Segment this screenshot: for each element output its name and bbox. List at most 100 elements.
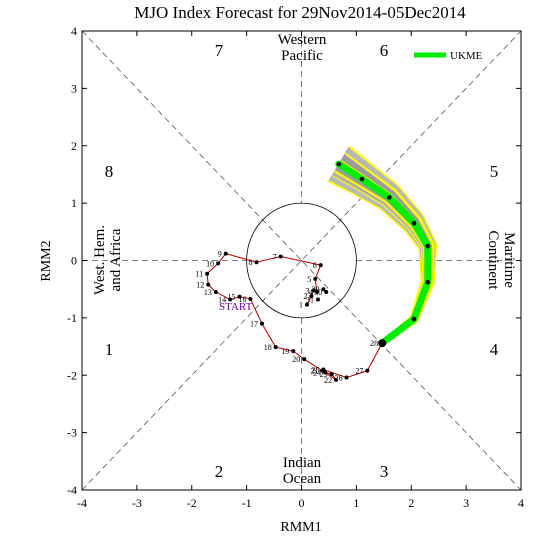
phase-number-1: 1 — [105, 340, 114, 359]
observed-day-label: 13 — [204, 288, 212, 297]
region-western-pacific-line2: Pacific — [281, 48, 323, 64]
observed-point — [365, 368, 370, 373]
observed-day-label: 18 — [264, 343, 272, 352]
x-tick-label: 1 — [353, 496, 359, 510]
observed-day-label: 1 — [299, 301, 303, 310]
observed-day-label: 10 — [206, 259, 214, 268]
observed-day-label: 23 — [320, 370, 328, 379]
phase-labels: 7 6 8 5 1 4 2 3 — [105, 41, 499, 481]
observed-day-label: 19 — [281, 347, 289, 356]
x-axis-label: RMM1 — [280, 520, 321, 535]
observed-point — [216, 261, 221, 266]
y-tick-label: 2 — [71, 139, 77, 153]
forecast-point — [411, 316, 417, 322]
forecast-point — [411, 220, 417, 226]
observed-day-label: 11 — [195, 270, 203, 279]
y-tick-label: 0 — [71, 254, 77, 268]
region-indian-ocean-line2: Ocean — [283, 471, 322, 487]
ensemble-member-line — [328, 180, 422, 343]
observed-point — [228, 297, 233, 302]
observed-day-label: 16 — [238, 295, 246, 304]
observed-day-label: 20 — [292, 355, 300, 364]
observed-point — [314, 290, 319, 295]
y-tick-label: 4 — [71, 24, 77, 38]
forecast-point — [336, 161, 342, 167]
observed-point — [205, 271, 210, 276]
observed-point — [334, 377, 339, 382]
region-west-hem-line2: and Africa — [108, 228, 124, 291]
y-tick-label: -3 — [67, 426, 77, 440]
observed-day-label: 15 — [227, 293, 235, 302]
phase-number-5: 5 — [490, 162, 499, 181]
observed-point — [321, 287, 326, 292]
unit-circle — [246, 202, 357, 319]
x-tick-label: 0 — [299, 496, 305, 510]
observed-day-label: 12 — [196, 281, 204, 290]
observed-point — [311, 288, 316, 293]
observed-day-label: 22 — [324, 376, 332, 385]
observed-day-label: 6 — [313, 261, 317, 270]
y-tick-label: 3 — [71, 81, 77, 95]
region-west-hem-line1: West. Hem. — [92, 225, 108, 295]
observed-point — [291, 349, 296, 354]
observed-point — [313, 276, 318, 281]
observed-point — [344, 375, 349, 380]
observed-day-label: 25 — [311, 366, 319, 375]
forecast-point — [387, 195, 392, 200]
phase-number-3: 3 — [380, 462, 389, 481]
x-tick-label: -3 — [132, 496, 142, 510]
x-tick-label: 3 — [463, 496, 469, 510]
phase-number-2: 2 — [215, 462, 224, 481]
observed-point — [329, 372, 334, 377]
observed-point — [206, 282, 211, 287]
x-tick-label: -1 — [242, 496, 252, 510]
observed-day-label: 7 — [273, 252, 277, 261]
region-labels: Western Pacific Indian Ocean Maritime Co… — [92, 32, 517, 487]
diagonal-divider — [81, 30, 522, 491]
observed-day-label: 28 — [370, 339, 378, 348]
observed-day-label: 21 — [310, 367, 318, 376]
forecast-point — [425, 280, 431, 285]
observed-point — [213, 290, 218, 295]
x-tick-label: -2 — [187, 496, 197, 510]
observed-day-label: 26 — [334, 374, 342, 383]
region-indian-ocean-line1: Indian — [283, 455, 322, 471]
observed-point — [304, 302, 309, 307]
observed-point — [321, 367, 326, 372]
observed-point — [378, 339, 387, 348]
observed-day-label: 5 — [307, 275, 311, 284]
observed-day-label: 29 — [311, 285, 319, 294]
observed-point — [309, 294, 314, 299]
observed-day-label: 8 — [249, 258, 253, 267]
y-axis-label: RMM2 — [39, 240, 54, 281]
legend-ukme-label: UKME — [450, 50, 483, 62]
y-tick-label: 1 — [71, 196, 77, 210]
observed-point — [259, 321, 264, 326]
observed-point — [248, 296, 253, 301]
phase-number-8: 8 — [105, 162, 114, 181]
region-maritime-line2: Continent — [485, 230, 501, 290]
phase-number-6: 6 — [380, 41, 389, 60]
x-tick-label: -4 — [77, 496, 87, 510]
observed-day-label: 30 — [314, 288, 322, 297]
region-western-pacific-line1: Western — [278, 32, 327, 48]
observed-day-label: 2 — [303, 292, 307, 301]
observed-day-label: 24 — [313, 368, 321, 377]
y-tick-label: -1 — [67, 311, 77, 325]
observed-day-label: 4 — [309, 288, 313, 297]
ensemble-member-line — [349, 145, 437, 345]
chart-title: MJO Index Forecast for 29Nov2014-05Dec20… — [134, 3, 466, 22]
y-tick-label: -2 — [67, 368, 77, 382]
observed-point — [273, 345, 278, 350]
observed-point — [318, 263, 323, 268]
phase-number-4: 4 — [490, 340, 499, 359]
observed-day-label: 3 — [306, 286, 310, 295]
ukme-mean-line — [335, 160, 432, 347]
observed-point — [315, 297, 320, 302]
region-maritime-line1: Maritime — [501, 232, 517, 288]
observed-point — [223, 251, 228, 256]
observed-point — [324, 290, 329, 295]
